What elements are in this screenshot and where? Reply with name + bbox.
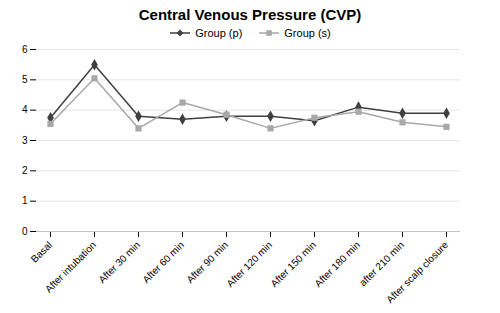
svg-text:after 210 min: after 210 min — [357, 239, 406, 288]
svg-text:After 150 min: After 150 min — [268, 239, 318, 289]
svg-text:After 120 min: After 120 min — [224, 239, 274, 289]
html-text:Group (p): Group (p) — [195, 27, 243, 39]
svg-text:After 180 min: After 180 min — [312, 239, 362, 289]
svg-text:6: 6 — [22, 44, 28, 55]
svg-text:1: 1 — [22, 195, 28, 206]
svg-text:Basal: Basal — [29, 239, 54, 264]
svg-text:After scalp closure: After scalp closure — [384, 239, 450, 305]
svg-text:4: 4 — [22, 104, 28, 115]
svg-text:3: 3 — [22, 135, 28, 146]
svg-text:After 90 min: After 90 min — [184, 239, 230, 285]
svg-text:5: 5 — [22, 74, 28, 85]
svg-text:After intubation: After intubation — [43, 239, 98, 294]
svg-text:After 30 min: After 30 min — [96, 239, 142, 285]
html-text:Group (s): Group (s) — [284, 27, 331, 39]
svg-text:0: 0 — [22, 226, 28, 237]
html-text:Central Venous Pressure (CVP): Central Venous Pressure (CVP) — [138, 6, 362, 23]
svg-text:After 60 min: After 60 min — [140, 239, 186, 285]
svg-text:2: 2 — [22, 165, 28, 176]
